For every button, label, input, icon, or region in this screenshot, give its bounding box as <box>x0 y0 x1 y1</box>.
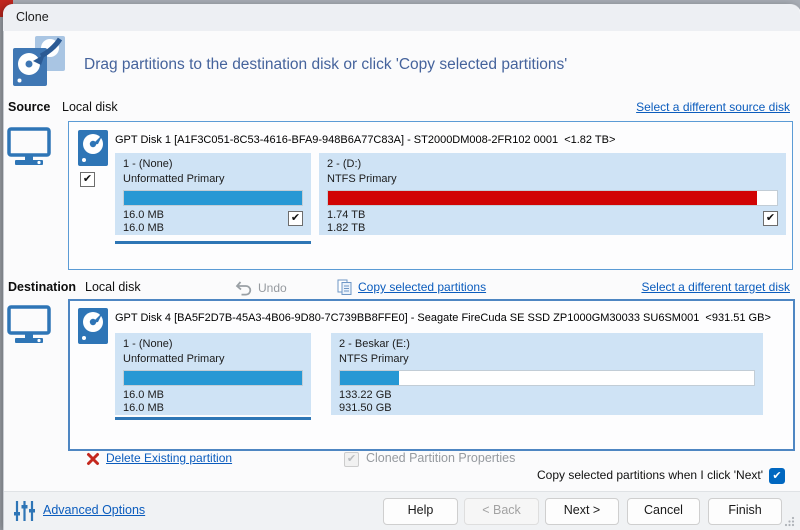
destination-disk-title: GPT Disk 4 [BA5F2D7B-45A3-4B06-9D80-7C73… <box>115 312 771 324</box>
source-label: Source <box>8 100 51 114</box>
source-disk-title: GPT Disk 1 [A1F3C051-8C53-4616-BFA9-948B… <box>115 134 616 146</box>
partition-checkbox[interactable] <box>763 211 778 226</box>
partition-usage-bar <box>327 190 778 206</box>
partition-used: 16.0 MB <box>123 389 164 401</box>
partition-filesystem: Unformatted Primary <box>123 173 225 185</box>
partition-used: 133.22 GB <box>339 389 392 401</box>
help-button[interactable]: Help <box>383 498 458 525</box>
partition-selected-underline <box>115 417 311 420</box>
partition-used: 1.74 TB <box>327 209 366 221</box>
partition-usage-fill <box>124 371 302 385</box>
footer-bar: Advanced Options Help < Back Next > Canc… <box>4 491 800 530</box>
clone-icon <box>13 36 67 86</box>
partition-total: 16.0 MB <box>123 222 164 234</box>
partition-usage-bar <box>339 370 755 386</box>
copy-on-next-label: Copy selected partitions when I click 'N… <box>536 468 763 482</box>
partition-name: 1 - (None) <box>123 338 173 350</box>
copy-icon <box>337 279 353 296</box>
computer-icon <box>6 127 52 167</box>
copy-on-next-checkbox[interactable] <box>769 468 785 484</box>
hard-disk-icon <box>78 130 108 166</box>
source-disk-checkbox[interactable] <box>80 172 95 187</box>
partition-selected-underline <box>115 241 311 244</box>
advanced-options-link[interactable]: Advanced Options <box>43 503 146 517</box>
delete-x-icon <box>86 452 100 466</box>
partition-filesystem: Unformatted Primary <box>123 353 225 365</box>
partition-name: 2 - Beskar (E:) <box>339 338 410 350</box>
partition-filesystem: NTFS Primary <box>339 353 409 365</box>
partition-total: 931.50 GB <box>339 402 392 414</box>
partition-usage-fill <box>328 191 758 205</box>
partition-tile-source-2[interactable]: 2 - (D:) NTFS Primary 1.74 TB 1.82 TB <box>319 153 786 235</box>
destination-disk-box: GPT Disk 4 [BA5F2D7B-45A3-4B06-9D80-7C73… <box>68 299 795 451</box>
partition-tile-source-1[interactable]: 1 - (None) Unformatted Primary 16.0 MB 1… <box>115 153 311 235</box>
partition-checkbox[interactable] <box>288 211 303 226</box>
partition-name: 1 - (None) <box>123 158 173 170</box>
partition-tile-dest-2[interactable]: 2 - Beskar (E:) NTFS Primary 133.22 GB 9… <box>331 333 763 415</box>
destination-disk-kind: Local disk <box>85 280 141 294</box>
undo-button[interactable]: Undo <box>258 281 287 295</box>
next-button[interactable]: Next > <box>545 498 619 525</box>
destination-label: Destination <box>8 280 77 294</box>
partition-usage-bar <box>123 190 303 206</box>
cloned-properties-checkbox-icon <box>344 452 359 467</box>
partition-usage-fill <box>124 191 302 205</box>
delete-existing-partition-link[interactable]: Delete Existing partition <box>106 451 233 465</box>
cancel-button[interactable]: Cancel <box>627 498 700 525</box>
partition-usage-fill <box>340 371 400 385</box>
sliders-icon <box>13 499 36 523</box>
computer-icon <box>6 305 52 345</box>
hard-disk-icon <box>78 308 108 344</box>
cloned-partition-properties-label[interactable]: Cloned Partition Properties <box>366 451 516 465</box>
copy-selected-partitions-link[interactable]: Copy selected partitions <box>358 280 487 294</box>
partition-name: 2 - (D:) <box>327 158 362 170</box>
partition-usage-bar <box>123 370 303 386</box>
back-button[interactable]: < Back <box>464 498 539 525</box>
window-title: Clone <box>16 10 49 24</box>
partition-tile-dest-1[interactable]: 1 - (None) Unformatted Primary 16.0 MB 1… <box>115 333 311 415</box>
select-target-disk-link[interactable]: Select a different target disk <box>641 280 790 294</box>
instruction-text: Drag partitions to the destination disk … <box>84 56 568 73</box>
partition-total: 1.82 TB <box>327 222 366 234</box>
resize-grip[interactable] <box>784 516 795 527</box>
partition-filesystem: NTFS Primary <box>327 173 397 185</box>
finish-button[interactable]: Finish <box>708 498 782 525</box>
source-disk-box: GPT Disk 1 [A1F3C051-8C53-4616-BFA9-948B… <box>68 121 793 270</box>
partition-total: 16.0 MB <box>123 402 164 414</box>
title-bar[interactable]: Clone <box>3 4 800 31</box>
select-source-disk-link[interactable]: Select a different source disk <box>636 100 790 114</box>
source-disk-kind: Local disk <box>62 100 118 114</box>
partition-used: 16.0 MB <box>123 209 164 221</box>
undo-icon <box>235 281 253 296</box>
